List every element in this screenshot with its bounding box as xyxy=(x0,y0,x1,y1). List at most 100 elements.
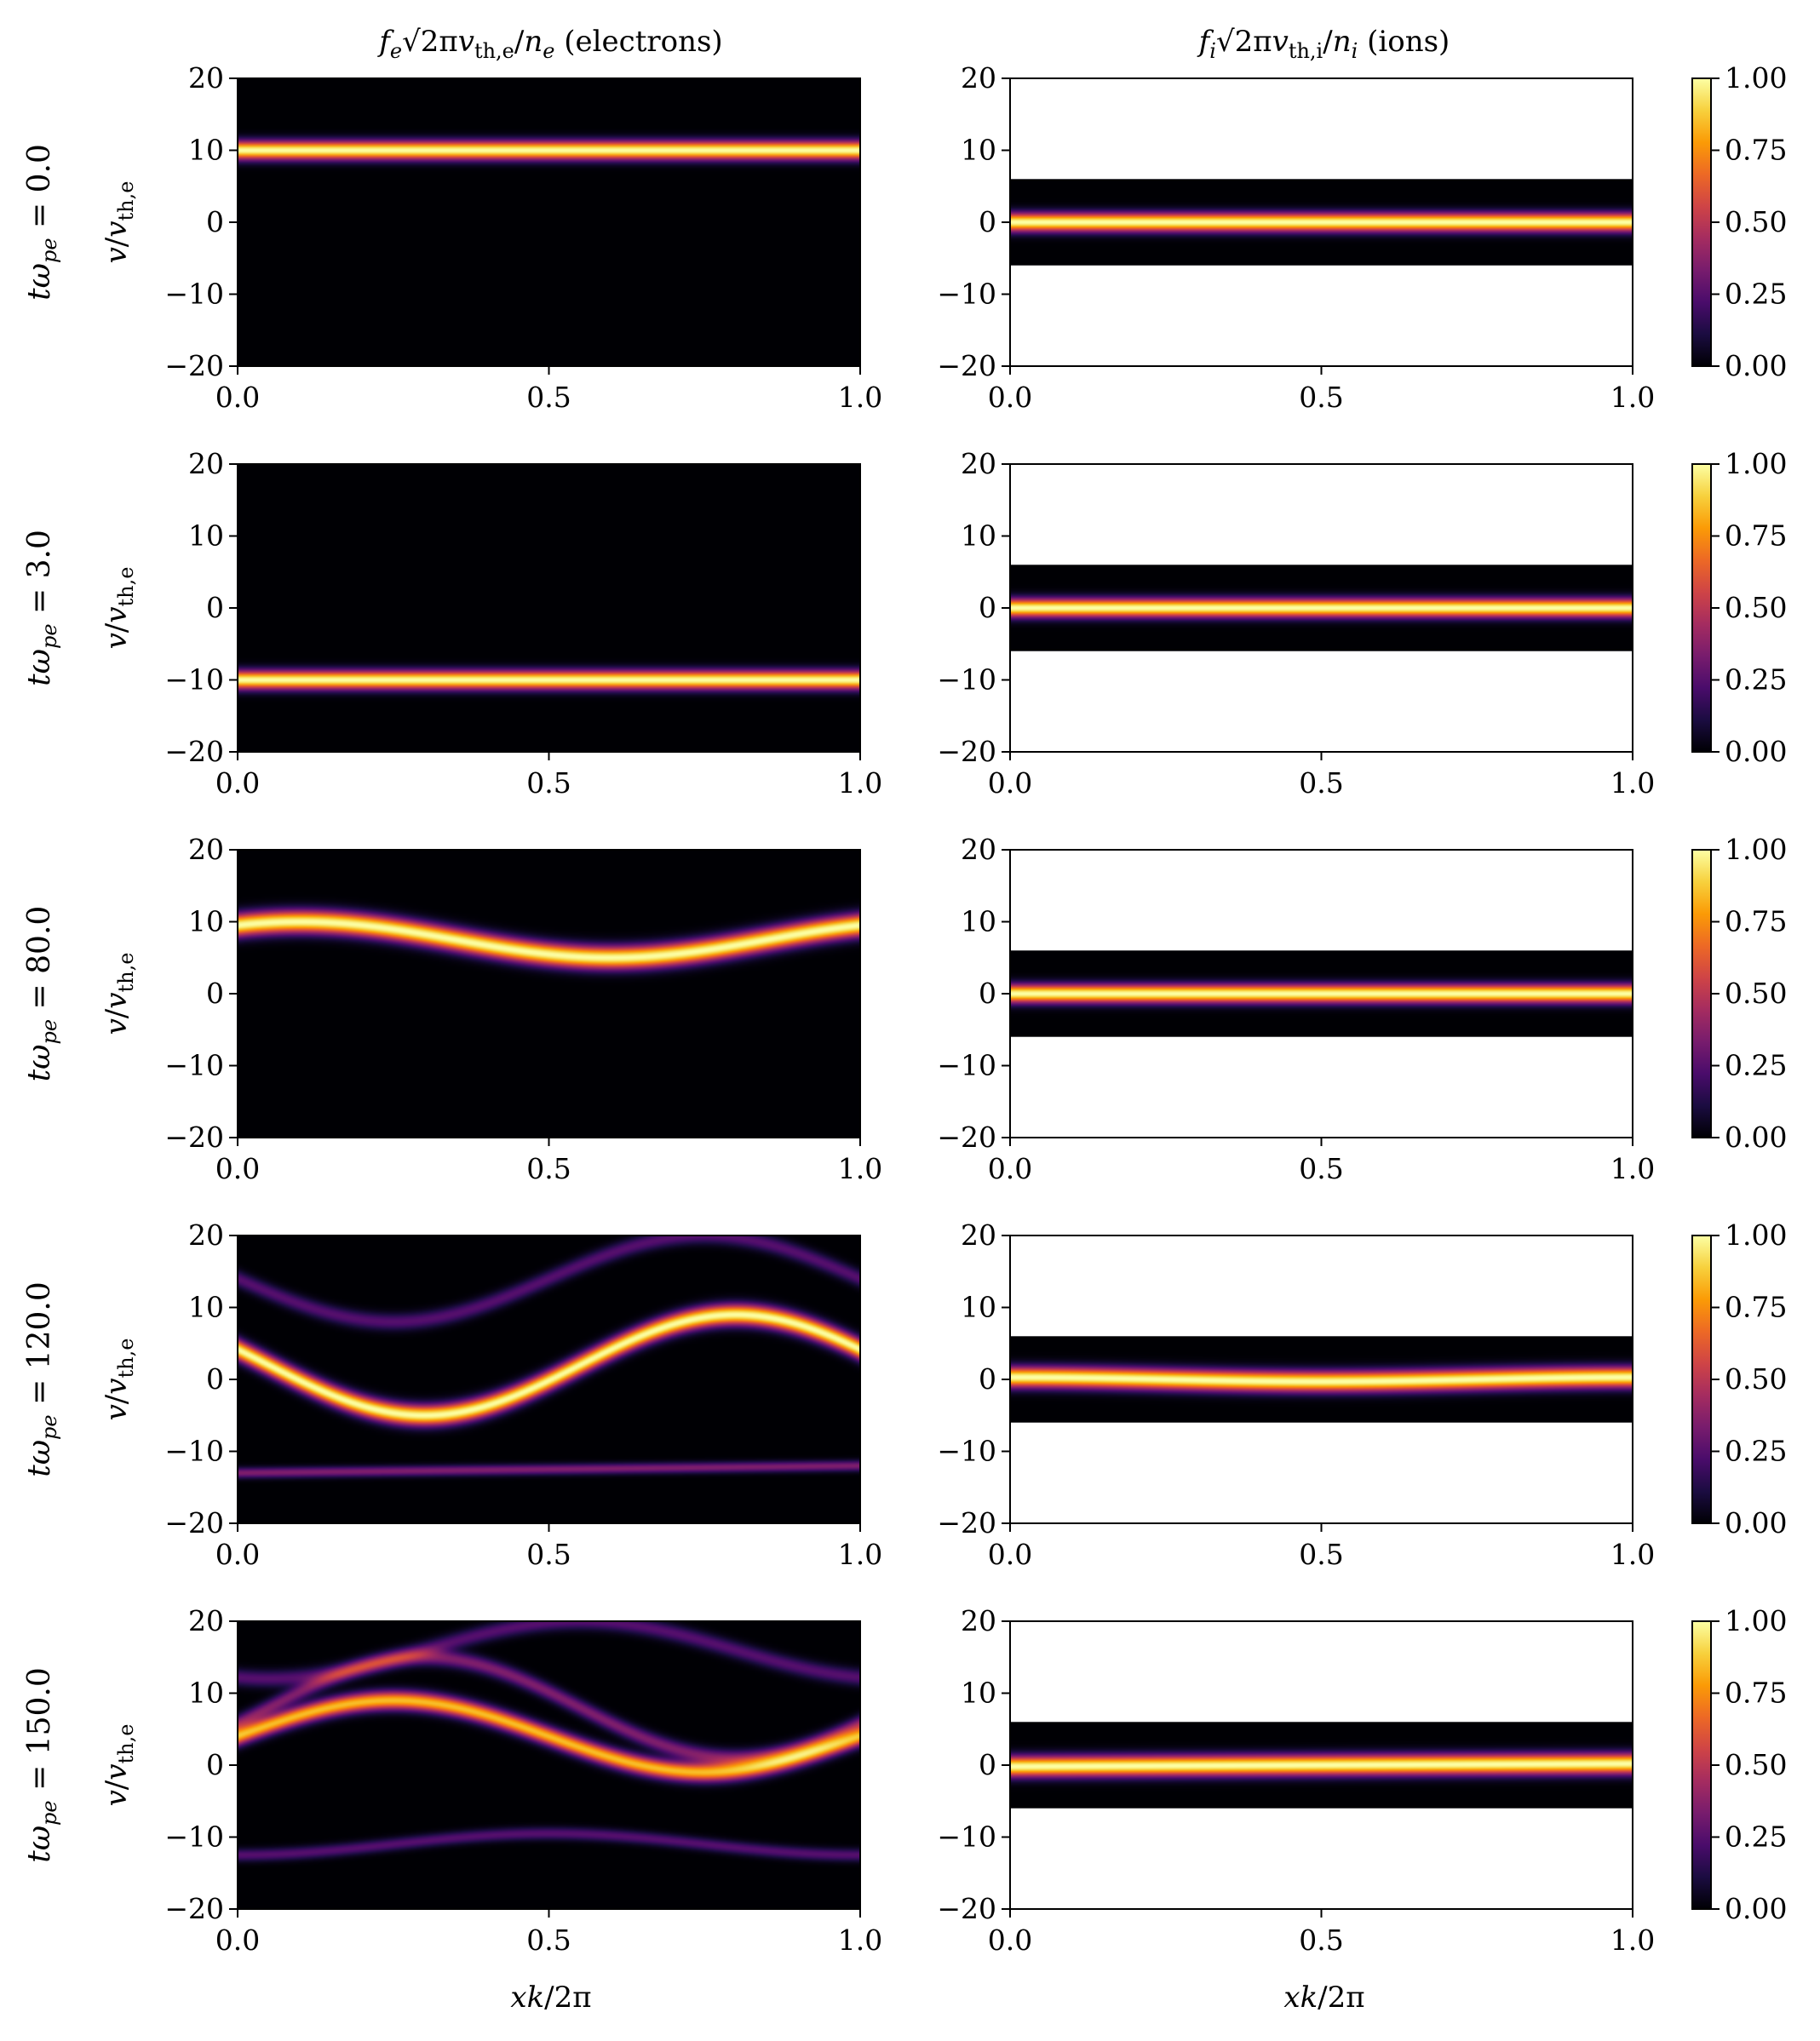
y-tick-label: 10 xyxy=(961,1677,996,1710)
y-tick-label: 0 xyxy=(206,591,224,624)
ion-panel-4: 20 10 0 −10 −200.0 0.5 1.0 xyxy=(937,1604,1655,1957)
row-time-label: tωpe = 120.0 xyxy=(22,1281,61,1477)
y-axis-label: v/vth,e xyxy=(100,181,138,264)
row-time-label: tωpe = 0.0 xyxy=(22,144,61,301)
y-tick-label: 10 xyxy=(188,134,224,167)
x-tick-label: 0.5 xyxy=(1299,1538,1343,1571)
colorbar-tick-label: 1.00 xyxy=(1725,61,1787,95)
colorbar-tick-label: 0.50 xyxy=(1725,591,1787,624)
y-tick-label: 10 xyxy=(188,905,224,938)
colorbar-tick-label: 0.25 xyxy=(1725,1049,1787,1082)
y-tick-label: 10 xyxy=(961,134,996,167)
x-tick-label: 1.0 xyxy=(838,1152,882,1185)
y-tick-label: −10 xyxy=(164,1435,224,1468)
x-tick-label: 0.5 xyxy=(526,1923,571,1957)
y-tick-label: −10 xyxy=(937,663,996,697)
row-time-label: tωpe = 80.0 xyxy=(22,906,61,1082)
x-tick-label: 0.0 xyxy=(215,1923,260,1957)
ion-distribution-heatmap xyxy=(1010,1722,1633,1809)
y-tick-label: 10 xyxy=(188,519,224,553)
colorbar-tick-label: 0.25 xyxy=(1725,663,1787,697)
colorbar-tick-label: 0.75 xyxy=(1725,519,1787,553)
colorbar-1: 1.00 0.75 0.50 0.25 0.00 xyxy=(1691,447,1787,768)
y-tick-label: −10 xyxy=(164,663,224,697)
y-tick-label: 0 xyxy=(979,977,996,1010)
y-tick-label: 10 xyxy=(961,519,996,553)
x-tick-label: 1.0 xyxy=(1610,1152,1655,1185)
x-tick-label: 0.5 xyxy=(526,1152,571,1185)
x-tick-label: 0.5 xyxy=(1299,766,1343,800)
y-tick-label: −20 xyxy=(164,1121,224,1154)
y-tick-label: 0 xyxy=(206,205,224,238)
colorbar-tick-label: 0.25 xyxy=(1725,1435,1787,1468)
colorbar-gradient xyxy=(1691,77,1712,367)
x-tick-label: 0.0 xyxy=(215,1152,260,1185)
x-tick-label: 0.5 xyxy=(526,381,571,414)
y-tick-label: 0 xyxy=(979,591,996,624)
electron-panel-4: 20 10 0 −10 −200.0 0.5 1.0 xyxy=(164,1604,882,1957)
y-tick-label: 20 xyxy=(961,1604,996,1637)
colorbar-tick-label: 0.00 xyxy=(1725,1121,1787,1154)
ion-distribution-heatmap xyxy=(1010,565,1633,651)
y-tick-label: 20 xyxy=(188,1218,224,1252)
colorbar-tick-label: 0.25 xyxy=(1725,1820,1787,1854)
y-tick-label: −10 xyxy=(164,1049,224,1082)
colorbar-3: 1.00 0.75 0.50 0.25 0.00 xyxy=(1691,1218,1787,1539)
electron-panel-0: 20 10 0 −10 −200.0 0.5 1.0 xyxy=(164,61,882,414)
y-tick-label: −20 xyxy=(937,1892,996,1925)
x-axis-label-electrons: xk/2π xyxy=(510,1981,591,2015)
y-tick-label: 20 xyxy=(188,833,224,866)
x-tick-label: 1.0 xyxy=(838,1923,882,1957)
colorbar-4: 1.00 0.75 0.50 0.25 0.00 xyxy=(1691,1604,1787,1925)
colorbar-tick-label: 0.50 xyxy=(1725,1362,1787,1396)
x-tick-label: 0.0 xyxy=(988,1923,1032,1957)
colorbar-tick-label: 0.75 xyxy=(1725,905,1787,938)
colorbar-tick-label: 1.00 xyxy=(1725,1604,1787,1637)
x-tick-label: 0.0 xyxy=(988,1538,1032,1571)
colorbar-gradient xyxy=(1691,1620,1712,1910)
x-axis-label-ions: xk/2π xyxy=(1283,1981,1364,2015)
electron-distribution-heatmap xyxy=(238,850,860,1138)
x-tick-label: 1.0 xyxy=(1610,1538,1655,1571)
y-tick-label: −20 xyxy=(937,349,996,382)
colorbar-2: 1.00 0.75 0.50 0.25 0.00 xyxy=(1691,833,1787,1154)
row-time-label: tωpe = 3.0 xyxy=(22,530,61,686)
y-tick-label: 0 xyxy=(206,1362,224,1396)
y-axis-label: v/vth,e xyxy=(100,953,138,1035)
y-tick-label: −20 xyxy=(164,349,224,382)
colorbar-tick-label: 0.75 xyxy=(1725,134,1787,167)
y-tick-label: 10 xyxy=(188,1677,224,1710)
colorbar-gradient xyxy=(1691,849,1712,1138)
electron-distribution-heatmap xyxy=(238,1235,860,1523)
x-tick-label: 0.0 xyxy=(988,1152,1032,1185)
colorbar-gradient xyxy=(1691,463,1712,753)
y-tick-label: −20 xyxy=(164,1506,224,1539)
x-tick-label: 1.0 xyxy=(1610,1923,1655,1957)
colorbar-tick-label: 1.00 xyxy=(1725,833,1787,866)
x-tick-label: 1.0 xyxy=(838,766,882,800)
y-tick-label: 20 xyxy=(188,1604,224,1637)
y-tick-label: −10 xyxy=(937,1049,996,1082)
x-tick-label: 0.5 xyxy=(526,1538,571,1571)
colorbar-tick-label: 0.50 xyxy=(1725,977,1787,1010)
ion-panel-2: 20 10 0 −10 −200.0 0.5 1.0 xyxy=(937,833,1655,1185)
y-tick-label: −10 xyxy=(937,278,996,311)
x-tick-label: 0.5 xyxy=(1299,1152,1343,1185)
y-tick-label: −10 xyxy=(164,278,224,311)
x-tick-label: 1.0 xyxy=(838,381,882,414)
y-tick-label: 10 xyxy=(961,905,996,938)
y-tick-label: 0 xyxy=(979,1362,996,1396)
x-tick-label: 1.0 xyxy=(838,1538,882,1571)
electron-panel-2: 20 10 0 −10 −200.0 0.5 1.0 xyxy=(164,833,882,1185)
x-tick-label: 0.5 xyxy=(1299,1923,1343,1957)
y-tick-label: 10 xyxy=(961,1291,996,1324)
y-tick-label: 20 xyxy=(188,61,224,95)
colorbar-tick-label: 0.00 xyxy=(1725,1892,1787,1925)
colorbar-tick-label: 0.25 xyxy=(1725,278,1787,311)
y-tick-label: 20 xyxy=(188,447,224,480)
x-tick-label: 1.0 xyxy=(1610,766,1655,800)
